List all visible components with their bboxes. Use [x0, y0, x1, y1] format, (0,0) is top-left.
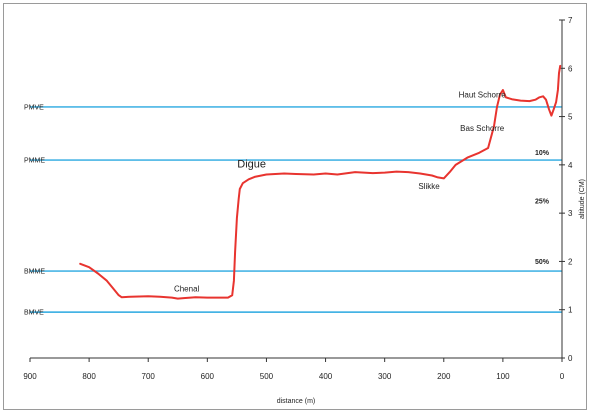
x-tick-label: 100	[496, 372, 510, 381]
annotation-label: Haut Schorre	[459, 90, 507, 99]
x-tick-label: 400	[319, 372, 333, 381]
y-axis: 0 1 2 3 4 5 6 7	[559, 16, 573, 363]
x-tick-label: 200	[437, 372, 451, 381]
y-tick-label: 3	[568, 209, 573, 218]
x-tick-label: 600	[201, 372, 215, 381]
reference-line-label: PMME	[24, 158, 45, 165]
x-tick-label: 500	[260, 372, 274, 381]
reference-line-labels: PMVE PMME BMME BMVE	[24, 104, 45, 316]
x-axis: 900 800 700 600 500 400 300 200 100 0	[23, 357, 565, 381]
percent-labels: 10% 25% 50%	[535, 150, 550, 266]
chart-frame	[3, 3, 587, 410]
x-tick-label: 300	[378, 372, 392, 381]
y-tick-label: 0	[568, 354, 573, 363]
y-tick-label: 5	[568, 113, 573, 122]
reference-lines	[30, 106, 562, 313]
percent-label: 25%	[535, 198, 550, 205]
reference-line-label: BMME	[24, 269, 45, 276]
y-tick-label: 7	[568, 16, 573, 25]
percent-label: 50%	[535, 259, 550, 266]
x-tick-label: 900	[23, 372, 37, 381]
percent-label: 10%	[535, 150, 550, 157]
y-tick-label: 1	[568, 306, 573, 315]
annotation-label: Bas Schorre	[460, 124, 505, 133]
y-axis-title: altitude (CM)	[579, 179, 586, 219]
y-tick-label: 6	[568, 64, 573, 73]
x-tick-label: 0	[560, 372, 565, 381]
reference-line-label: PMVE	[24, 104, 44, 111]
altitude-profile-line	[79, 64, 562, 300]
x-tick-label: 700	[142, 372, 156, 381]
annotation-label: Chenal	[174, 284, 200, 293]
y-tick-label: 4	[568, 161, 573, 170]
annotations: Haut Schorre Bas Schorre Digue Slikke Chenal	[174, 90, 506, 293]
annotation-label: Slikke	[418, 182, 440, 191]
x-axis-title: distance (m)	[277, 398, 316, 405]
reference-line-label: BMVE	[24, 310, 44, 317]
y-tick-label: 2	[568, 257, 573, 266]
annotation-label: Digue	[237, 158, 266, 170]
series-group	[79, 64, 562, 300]
x-tick-label: 800	[82, 372, 96, 381]
